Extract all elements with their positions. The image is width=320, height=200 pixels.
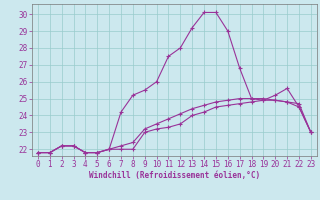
X-axis label: Windchill (Refroidissement éolien,°C): Windchill (Refroidissement éolien,°C)	[89, 171, 260, 180]
